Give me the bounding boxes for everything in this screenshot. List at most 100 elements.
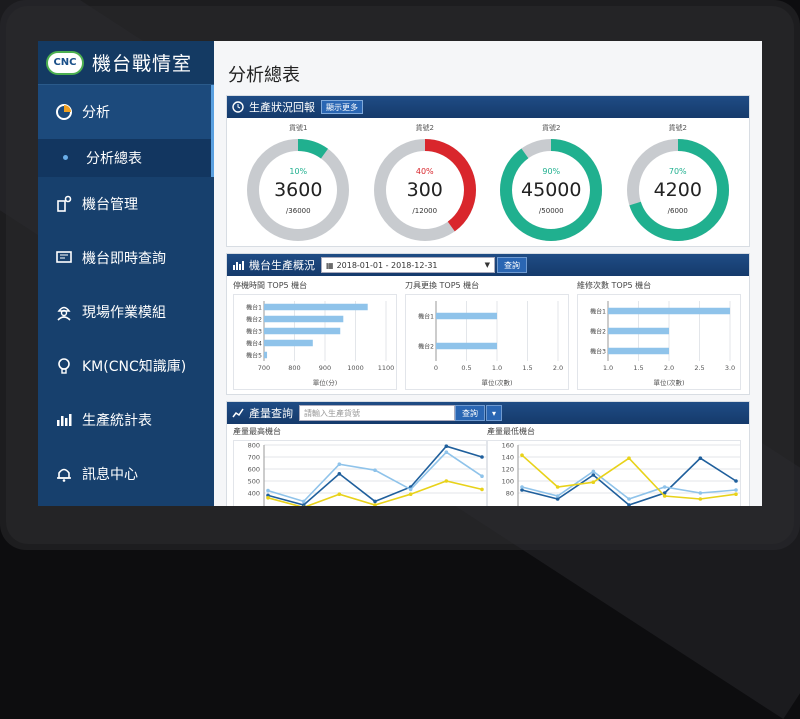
sidebar-item-summary[interactable]: 分析總表: [38, 139, 214, 177]
date-range-picker[interactable]: ▦ 2018-01-01 - 2018-12-31 ▼: [321, 257, 495, 273]
panel-header: 產量查詢 請輸入生產貨號 查詢 ▾: [227, 402, 749, 424]
tick-label: 600: [248, 466, 260, 474]
tick-label: 1.0: [492, 364, 502, 372]
data-point: [556, 494, 560, 498]
cnc-logo: CNC: [46, 51, 84, 75]
data-point: [302, 500, 306, 504]
panel-title: 產量查詢: [249, 405, 293, 421]
data-point: [592, 470, 596, 474]
data-point: [266, 489, 270, 493]
data-point: [734, 488, 738, 492]
pie-chart-icon: [54, 102, 74, 122]
chart-title: 產量最高機台: [233, 426, 487, 438]
series-line: [522, 471, 736, 499]
donut-percent: 40%: [372, 167, 478, 176]
logo-text: CNC: [53, 57, 76, 68]
chart-title: 停機時間 TOP5 機台: [233, 280, 397, 292]
sidebar-item-knowledge-base[interactable]: KM(CNC知識庫): [38, 339, 214, 393]
tick-label: 80: [506, 490, 514, 498]
overview-query-button[interactable]: 查詢: [497, 257, 527, 273]
data-point: [699, 456, 703, 460]
search-placeholder: 請輸入生產貨號: [304, 408, 360, 419]
data-point: [338, 492, 342, 496]
tick-label: 120: [502, 466, 514, 474]
lightbulb-icon: [54, 356, 74, 376]
tick-label: 3.0: [725, 364, 735, 372]
chevron-down-icon: ▾: [492, 409, 496, 418]
chart-title: 刀具更換 TOP5 機台: [405, 280, 569, 292]
sidebar-item-machine-management[interactable]: 機台管理: [38, 177, 214, 231]
tick-label: 140: [502, 454, 514, 462]
bar-chart-icon: [231, 258, 245, 272]
data-point: [556, 485, 560, 489]
data-point: [663, 494, 667, 498]
data-point: [663, 485, 667, 489]
donut-value: 300: [372, 179, 478, 201]
tick-label: 500: [248, 478, 260, 486]
data-point: [734, 479, 738, 483]
sidebar-item-message-center[interactable]: 訊息中心: [38, 447, 214, 501]
bar: [264, 304, 368, 311]
donut-percent: 90%: [498, 167, 604, 176]
category-label: 機台1: [590, 307, 606, 315]
product-search-input[interactable]: 請輸入生產貨號: [299, 405, 455, 421]
category-label: 機台2: [590, 327, 606, 335]
show-more-label: 顯示更多: [326, 102, 358, 113]
sidebar-item-label: 分析總表: [86, 148, 142, 168]
bar: [436, 313, 497, 320]
category-label: 機台1: [246, 303, 262, 311]
data-point: [445, 479, 449, 483]
data-point: [338, 462, 342, 466]
data-point: [480, 488, 484, 492]
machine-overview-panel: 機台生產概況 ▦ 2018-01-01 - 2018-12-31 ▼ 查詢 停機…: [226, 253, 750, 395]
tick-label: 1.5: [633, 364, 643, 372]
chart-title: 產量最低機台: [487, 426, 741, 438]
sidebar-item-label: 生產統計表: [82, 410, 152, 430]
data-point: [592, 473, 596, 477]
monitor-icon: [54, 248, 74, 268]
chart-title: 維修次數 TOP5 機台: [577, 280, 741, 292]
donut-value: 45000: [498, 179, 604, 201]
tick-label: 1000: [347, 364, 364, 372]
sidebar-item-realtime-query[interactable]: 機台即時查詢: [38, 231, 214, 285]
tick-label: 900: [319, 364, 331, 372]
sidebar-item-production-stats[interactable]: 生產統計表: [38, 393, 214, 447]
screen: CNC 機台戰情室 分析 分析總表 機台管理 機台即時查詢 現場作業模組 KM(…: [38, 41, 762, 506]
tick-label: 1100: [378, 364, 395, 372]
data-point: [627, 456, 631, 460]
tick-label: 1.0: [603, 364, 613, 372]
search-dropdown-button[interactable]: ▾: [486, 405, 502, 421]
category-label: 機台5: [246, 351, 262, 359]
sidebar-item-field-operations[interactable]: 現場作業模組: [38, 285, 214, 339]
data-point: [627, 497, 631, 501]
category-label: 機台3: [246, 327, 262, 335]
sidebar-item-analysis[interactable]: 分析: [38, 85, 214, 139]
data-point: [734, 492, 738, 496]
query-label: 查詢: [462, 408, 478, 419]
category-label: 機台2: [418, 342, 434, 350]
clock-icon: [231, 100, 245, 114]
donut-percent: 10%: [245, 167, 351, 176]
tick-label: 0: [434, 364, 438, 372]
search-query-button[interactable]: 查詢: [455, 405, 485, 421]
donut-value: 3600: [245, 179, 351, 201]
data-point: [480, 455, 484, 459]
show-more-button[interactable]: 顯示更多: [321, 100, 363, 114]
